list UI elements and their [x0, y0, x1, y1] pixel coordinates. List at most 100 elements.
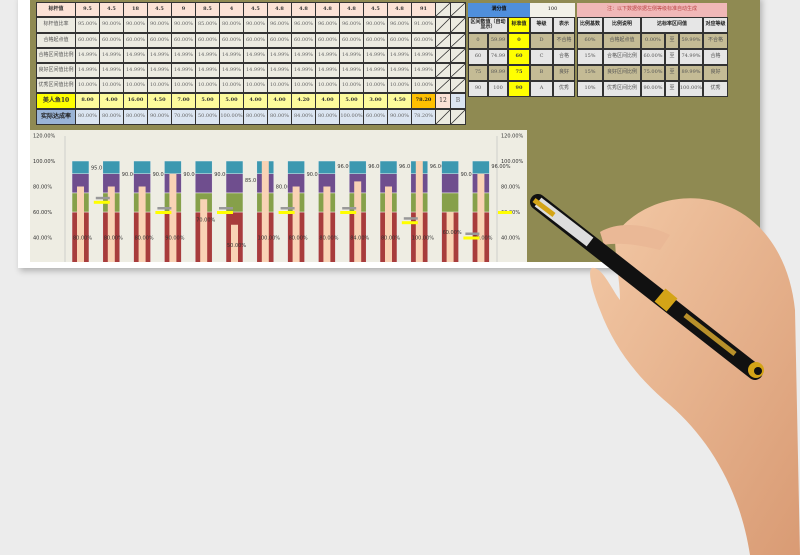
data-cell[interactable]: 14.99% — [411, 48, 436, 63]
data-cell[interactable]: 10.00% — [123, 78, 148, 93]
data-cell[interactable]: 90.00% — [243, 17, 268, 33]
data-cell[interactable]: 60.00% — [123, 33, 148, 48]
grade-cell[interactable]: 优秀 — [553, 81, 575, 97]
row-label[interactable]: 标杆值比率 — [36, 17, 76, 33]
grade-cell[interactable]: 89.99% — [679, 65, 703, 81]
data-cell[interactable]: 90.00% — [387, 109, 412, 125]
grade-cell[interactable]: 至 — [665, 65, 679, 81]
data-cell[interactable]: 4.00 — [267, 93, 292, 109]
data-cell[interactable]: 80.00% — [243, 109, 268, 125]
data-cell[interactable]: 78.20 — [411, 93, 436, 109]
data-cell[interactable]: 10.00% — [147, 78, 172, 93]
data-cell[interactable]: 10.00% — [387, 78, 412, 93]
grade-cell[interactable]: C — [530, 49, 553, 65]
data-cell[interactable]: 10.00% — [75, 78, 100, 93]
data-cell[interactable]: 90.00% — [147, 109, 172, 125]
column-header[interactable]: 比例说明 — [603, 17, 641, 33]
data-cell[interactable]: 14.99% — [387, 63, 412, 78]
data-cell[interactable]: 4.00 — [99, 93, 124, 109]
grade-cell[interactable]: 合格 — [703, 49, 728, 65]
data-cell[interactable]: 14.99% — [315, 48, 340, 63]
data-cell[interactable]: 60.00% — [171, 33, 196, 48]
data-cell[interactable]: 80.00% — [219, 17, 244, 33]
grade-cell[interactable]: 至 — [665, 81, 679, 97]
data-cell[interactable]: 14.99% — [363, 63, 388, 78]
data-cell[interactable]: 4.00 — [243, 93, 268, 109]
grade-cell[interactable]: 100 — [488, 81, 508, 97]
data-cell[interactable]: 4.00 — [315, 93, 340, 109]
grade-cell[interactable]: 74.99 — [488, 49, 508, 65]
data-cell[interactable]: 14.99% — [363, 48, 388, 63]
data-cell[interactable]: 14.99% — [99, 63, 124, 78]
grade-cell[interactable]: 合格区间比例 — [603, 49, 641, 65]
data-cell[interactable]: 14.99% — [75, 63, 100, 78]
column-header[interactable]: 等级 — [530, 17, 553, 33]
data-cell[interactable]: 96.00% — [291, 17, 316, 33]
data-cell[interactable]: 4.8 — [291, 2, 316, 17]
data-cell[interactable]: 14.99% — [75, 48, 100, 63]
data-cell[interactable]: 91 — [411, 2, 436, 17]
row-label[interactable]: 合格区间值比例 — [36, 48, 76, 63]
data-cell[interactable]: 14.99% — [291, 63, 316, 78]
data-cell[interactable]: 60.00% — [363, 33, 388, 48]
data-cell[interactable]: 4 — [219, 2, 244, 17]
data-cell[interactable]: 85.00% — [195, 17, 220, 33]
data-cell[interactable]: 14.99% — [267, 63, 292, 78]
data-cell[interactable]: 10.00% — [315, 78, 340, 93]
data-cell[interactable]: 100.00% — [219, 109, 244, 125]
data-cell[interactable]: 96.00% — [387, 17, 412, 33]
grade-cell[interactable]: 74.99% — [679, 49, 703, 65]
row-label[interactable]: 标杆值 — [36, 2, 76, 17]
data-cell[interactable]: 14.99% — [195, 63, 220, 78]
row-label[interactable]: 实际达成率 — [36, 109, 76, 125]
grade-cell[interactable]: B — [450, 93, 466, 109]
data-cell[interactable]: 14.99% — [123, 48, 148, 63]
data-cell[interactable]: 10.00% — [267, 78, 292, 93]
data-cell[interactable]: 14.99% — [411, 63, 436, 78]
data-cell[interactable]: 14.99% — [339, 63, 364, 78]
data-cell[interactable]: 90.00% — [147, 17, 172, 33]
grade-cell[interactable]: 不合格 — [703, 33, 728, 49]
data-cell[interactable]: 4.5 — [147, 2, 172, 17]
data-cell[interactable]: 14.99% — [291, 48, 316, 63]
grade-cell[interactable]: 60% — [577, 33, 603, 49]
data-cell[interactable]: 84.00% — [291, 109, 316, 125]
column-header[interactable]: 对应等级 — [703, 17, 728, 33]
data-cell[interactable]: 5.00 — [339, 93, 364, 109]
column-header[interactable]: 达标率区间值 — [641, 17, 703, 33]
data-cell[interactable]: 9.5 — [75, 2, 100, 17]
data-cell[interactable]: 14.99% — [147, 48, 172, 63]
data-cell[interactable]: 78.20% — [411, 109, 436, 125]
data-cell[interactable]: 96.00% — [267, 17, 292, 33]
full-score-value[interactable]: 100 — [530, 3, 575, 17]
grade-cell[interactable]: 优秀区间比例 — [603, 81, 641, 97]
data-cell[interactable]: 3.00 — [363, 93, 388, 109]
data-cell[interactable]: 60.00% — [147, 33, 172, 48]
grade-cell[interactable]: 至 — [665, 33, 679, 49]
data-cell[interactable]: 60.00% — [363, 109, 388, 125]
grade-cell[interactable]: 良好 — [703, 65, 728, 81]
grade-cell[interactable]: 10% — [577, 81, 603, 97]
data-cell[interactable]: 14.99% — [219, 63, 244, 78]
data-cell[interactable]: 8.5 — [195, 2, 220, 17]
grade-cell[interactable]: 60 — [468, 49, 488, 65]
data-cell[interactable]: 4.50 — [147, 93, 172, 109]
grade-cell[interactable]: B — [530, 65, 553, 81]
row-label[interactable]: 美人鱼10 — [36, 93, 76, 109]
data-cell[interactable]: 8.00 — [75, 93, 100, 109]
grade-cell[interactable]: 0 — [468, 33, 488, 49]
data-cell[interactable]: 60.00% — [219, 33, 244, 48]
grade-cell[interactable]: 100.00% — [679, 81, 703, 97]
data-cell[interactable]: 60.00% — [291, 33, 316, 48]
data-cell[interactable]: 60.00% — [99, 33, 124, 48]
data-cell[interactable]: 10.00% — [99, 78, 124, 93]
grade-cell[interactable]: 60.00% — [641, 49, 665, 65]
data-cell[interactable]: 80.00% — [75, 109, 100, 125]
data-cell[interactable]: 5.00 — [219, 93, 244, 109]
grade-cell[interactable]: 15% — [577, 49, 603, 65]
data-cell[interactable]: 4.8 — [387, 2, 412, 17]
data-cell[interactable]: 14.99% — [99, 48, 124, 63]
data-cell[interactable]: 90.00% — [123, 17, 148, 33]
data-cell[interactable]: 70.00% — [171, 109, 196, 125]
data-cell[interactable]: 10.00% — [291, 78, 316, 93]
